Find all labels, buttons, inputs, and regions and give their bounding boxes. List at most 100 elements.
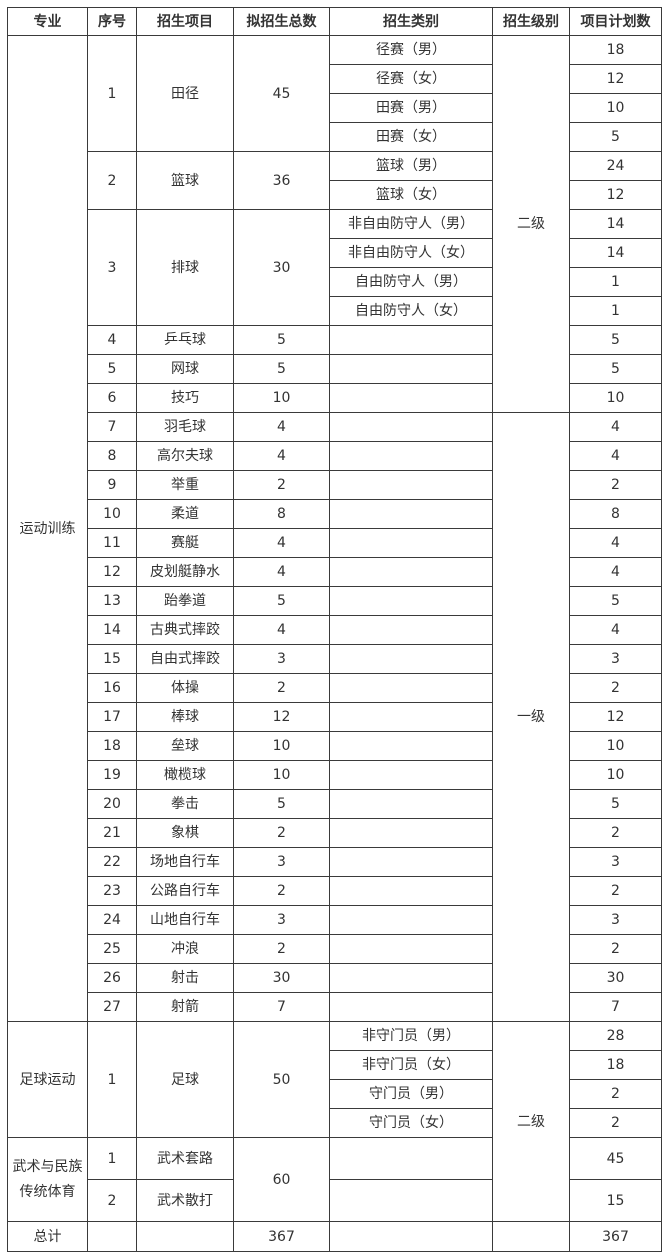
planned-total-cell: 45 xyxy=(233,35,330,152)
category-cell xyxy=(329,1137,493,1180)
project-name-cell: 射箭 xyxy=(136,992,234,1022)
project-no-cell: 7 xyxy=(87,412,137,442)
category-cell: 径赛（男） xyxy=(329,35,493,65)
table-row: 非守门员（女） 18 xyxy=(8,1050,662,1080)
table-row: 22 场地自行车 3 3 xyxy=(8,847,662,877)
project-plan-cell: 10 xyxy=(569,383,662,413)
project-plan-cell: 5 xyxy=(569,789,662,819)
planned-total-cell: 2 xyxy=(233,818,330,848)
project-no-cell: 8 xyxy=(87,441,137,471)
category-cell xyxy=(329,644,493,674)
planned-total-cell: 5 xyxy=(233,586,330,616)
project-name-cell: 棒球 xyxy=(136,702,234,732)
project-no-cell: 11 xyxy=(87,528,137,558)
planned-total-cell: 8 xyxy=(233,499,330,529)
project-plan-cell: 12 xyxy=(569,64,662,94)
project-name-cell: 乒乓球 xyxy=(136,325,234,355)
project-plan-cell: 3 xyxy=(569,644,662,674)
category-cell: 径赛（女） xyxy=(329,64,493,94)
table-row: 21 象棋 2 2 xyxy=(8,818,662,848)
planned-total-cell: 5 xyxy=(233,325,330,355)
project-plan-cell: 10 xyxy=(569,760,662,790)
planned-total-cell: 60 xyxy=(233,1137,330,1222)
project-plan-cell: 4 xyxy=(569,441,662,471)
category-cell xyxy=(329,441,493,471)
project-name-cell: 技巧 xyxy=(136,383,234,413)
empty-cell xyxy=(492,1221,570,1252)
category-cell xyxy=(329,818,493,848)
empty-cell xyxy=(136,1221,234,1252)
empty-cell xyxy=(329,1221,493,1252)
project-name-cell: 橄榄球 xyxy=(136,760,234,790)
project-plan-cell: 5 xyxy=(569,586,662,616)
planned-total-cell: 10 xyxy=(233,760,330,790)
header-category: 招生类别 xyxy=(329,7,493,36)
project-name-cell: 自由式摔跤 xyxy=(136,644,234,674)
category-cell: 田赛（男） xyxy=(329,93,493,123)
project-plan-cell: 18 xyxy=(569,35,662,65)
project-name-cell: 赛艇 xyxy=(136,528,234,558)
category-cell: 守门员（男） xyxy=(329,1079,493,1109)
category-cell xyxy=(329,412,493,442)
project-name-cell: 跆拳道 xyxy=(136,586,234,616)
category-cell: 非自由防守人（男） xyxy=(329,209,493,239)
total-row: 总计 367 367 xyxy=(7,1221,662,1252)
project-no-cell: 27 xyxy=(87,992,137,1022)
total-label: 总计 xyxy=(7,1221,88,1252)
table-row: 18 垒球 10 10 xyxy=(8,731,662,761)
major-cell: 运动训练 xyxy=(7,35,88,1022)
table-row: 26 射击 30 30 xyxy=(8,963,662,993)
project-no-cell: 23 xyxy=(87,876,137,906)
project-plan-cell: 1 xyxy=(569,296,662,326)
planned-total-cell: 50 xyxy=(233,1021,330,1138)
project-no-cell: 24 xyxy=(87,905,137,935)
planned-total-cell: 30 xyxy=(233,963,330,993)
planned-total-cell: 5 xyxy=(233,354,330,384)
project-name-cell: 冲浪 xyxy=(136,934,234,964)
table-row: 2 武术散打 15 xyxy=(8,1179,662,1222)
category-cell xyxy=(329,383,493,413)
project-plan-cell: 18 xyxy=(569,1050,662,1080)
category-cell xyxy=(329,905,493,935)
header-project: 招生项目 xyxy=(136,7,234,36)
planned-total-cell: 4 xyxy=(233,528,330,558)
category-cell xyxy=(329,847,493,877)
project-no-cell: 17 xyxy=(87,702,137,732)
category-cell xyxy=(329,702,493,732)
category-cell xyxy=(329,963,493,993)
table-row: 径赛（女） 12 xyxy=(8,64,662,94)
project-plan-cell: 5 xyxy=(569,122,662,152)
project-plan-cell: 24 xyxy=(569,151,662,181)
project-plan-cell: 28 xyxy=(569,1021,662,1051)
project-plan-cell: 2 xyxy=(569,673,662,703)
header-planned-total: 拟招生总数 xyxy=(233,7,330,36)
project-name-cell: 足球 xyxy=(136,1021,234,1138)
category-cell: 守门员（女） xyxy=(329,1108,493,1138)
project-plan-cell: 2 xyxy=(569,470,662,500)
header-row: 专业 序号 招生项目 拟招生总数 招生类别 招生级别 项目计划数 xyxy=(7,7,662,36)
level-cell: 一级 xyxy=(492,412,570,1022)
header-major: 专业 xyxy=(7,7,88,36)
project-plan-cell: 7 xyxy=(569,992,662,1022)
project-plan-cell: 3 xyxy=(569,905,662,935)
project-no-cell: 20 xyxy=(87,789,137,819)
category-cell xyxy=(329,470,493,500)
table-row: 4 乒乓球 5 5 xyxy=(8,325,662,355)
project-plan-cell: 45 xyxy=(569,1137,662,1180)
project-no-cell: 9 xyxy=(87,470,137,500)
header-no: 序号 xyxy=(87,7,137,36)
project-plan-cell: 30 xyxy=(569,963,662,993)
project-name-cell: 网球 xyxy=(136,354,234,384)
project-name-cell: 田径 xyxy=(136,35,234,152)
project-plan-cell: 14 xyxy=(569,209,662,239)
planned-total-cell: 2 xyxy=(233,470,330,500)
project-name-cell: 古典式摔跤 xyxy=(136,615,234,645)
project-plan-cell: 4 xyxy=(569,412,662,442)
category-cell xyxy=(329,1179,493,1222)
category-cell xyxy=(329,673,493,703)
category-cell: 篮球（女） xyxy=(329,180,493,210)
project-name-cell: 羽毛球 xyxy=(136,412,234,442)
project-no-cell: 13 xyxy=(87,586,137,616)
planned-total-cell: 10 xyxy=(233,731,330,761)
category-cell: 田赛（女） xyxy=(329,122,493,152)
